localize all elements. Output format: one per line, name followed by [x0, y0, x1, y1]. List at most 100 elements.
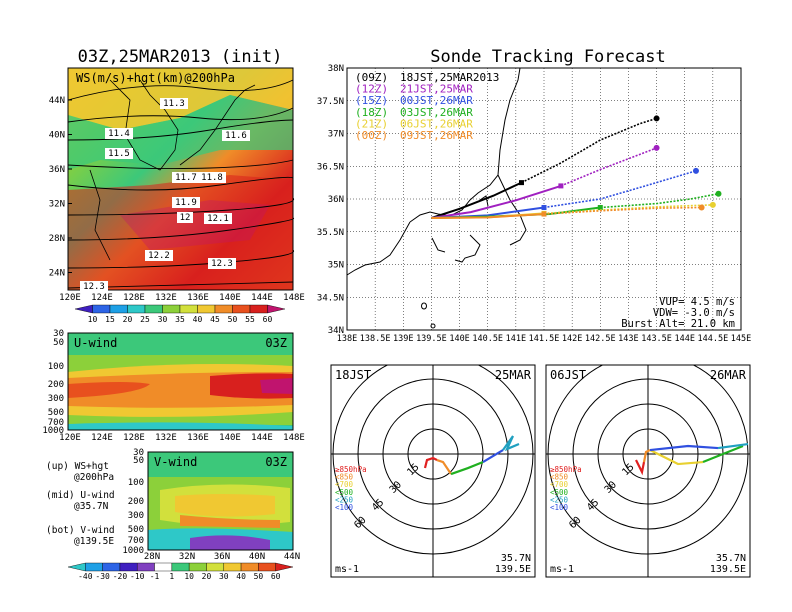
- hodo-trace: [702, 445, 744, 464]
- contour-label: 11.6: [225, 131, 247, 141]
- u-lon-tick: 136E: [187, 433, 209, 443]
- contour-label-bg: [160, 98, 188, 109]
- ws-colorbar-swatch: [127, 304, 146, 314]
- v-colorbar-swatch: [206, 562, 224, 572]
- u-pressure-tick: 200: [48, 380, 64, 390]
- contour-label-bg: [145, 250, 173, 261]
- ws-colorbar-swatch: [74, 304, 93, 314]
- map-lon-tick: 144.5E: [697, 334, 728, 344]
- launch-legend-jst: 03JST,26MAR: [400, 106, 473, 119]
- v-colorbar-label: 50: [254, 572, 264, 581]
- map-lon-tick: 139.5E: [416, 334, 447, 344]
- v-colorbar-label: 40: [236, 572, 246, 581]
- launch-legend-z: (21Z): [355, 117, 388, 130]
- track-line-ascent: [431, 184, 562, 219]
- ws-colorbar-label: 25: [140, 315, 150, 324]
- map-lon-tick: 138E: [337, 334, 357, 344]
- launch-legend-z: (18Z): [355, 106, 388, 119]
- map-lat-tick: 38N: [328, 64, 344, 74]
- ws-colorbar-label: 15: [105, 315, 115, 324]
- map-lat-tick: 36.5N: [317, 162, 344, 172]
- launch-legend-jst: 09JST,26MAR: [400, 129, 473, 142]
- hodo-lat: 35.7N: [501, 553, 531, 564]
- v-pressure-tick: 500: [128, 525, 144, 535]
- param-vup: VUP= 4.5 m/s: [659, 296, 735, 308]
- map-lat-tick: 36N: [328, 195, 344, 205]
- ws-colorbar-swatch: [162, 304, 181, 314]
- hodo-trace: [717, 442, 749, 450]
- ws-colorbar-swatch: [179, 304, 198, 314]
- hodo-trace: [502, 435, 520, 452]
- landing-marker: [653, 115, 660, 122]
- map-lon-tick: 143.5E: [641, 334, 672, 344]
- ws-colorbar-swatch: [109, 304, 128, 314]
- v-wind-time: 03Z: [265, 455, 287, 469]
- v-colorbar-swatch: [258, 562, 276, 572]
- contour-label: 12.2: [148, 251, 170, 261]
- v-colorbar-swatch: [85, 562, 103, 572]
- burst-marker: [558, 183, 564, 189]
- hodo-time: 18JST: [335, 368, 371, 382]
- contour-label: 12.3: [211, 259, 233, 269]
- forecast-title: Sonde Tracking Forecast: [430, 47, 665, 67]
- contour-label-bg: [204, 213, 232, 224]
- hodo-trace: [423, 456, 438, 469]
- launch-legend-jst: 21JST,25MAR: [400, 83, 473, 96]
- u-lon-tick: 132E: [155, 433, 177, 443]
- track-line-descent: [543, 206, 702, 215]
- ws-lat-tick: 24N: [49, 269, 65, 279]
- ws-colorbar-label: 40: [193, 315, 203, 324]
- contour-label: 11.5: [108, 149, 130, 159]
- contour-label: 11.8: [201, 173, 223, 183]
- contour-label: 12.1: [207, 214, 229, 224]
- hodo-legend-item: <500: [550, 488, 569, 497]
- landing-marker: [715, 190, 722, 197]
- v-colorbar-swatch: [67, 562, 86, 572]
- u-lon-tick: 140E: [219, 433, 241, 443]
- hodo-legend-item: <250: [335, 495, 354, 504]
- legend-mid2: @35.7N: [74, 501, 109, 512]
- map-lon-tick: 139E: [393, 334, 413, 344]
- ws-colorbar-label: 35: [175, 315, 185, 324]
- contour-label-bg: [172, 197, 200, 208]
- legend-bot2: @139.5E: [74, 536, 114, 547]
- ws-lon-tick: 120E: [59, 293, 81, 303]
- map-lon-tick: 144E: [674, 334, 694, 344]
- v-colorbar-swatch: [102, 562, 121, 572]
- hodo-trace: [642, 449, 651, 463]
- u-lon-tick: 128E: [123, 433, 145, 443]
- hodo-legend-item: <100: [335, 503, 354, 512]
- v-colorbar-swatch: [275, 562, 294, 572]
- hodo-lat: 35.7N: [716, 553, 746, 564]
- v-lat-tick: 36N: [214, 552, 230, 562]
- ws-lon-tick: 132E: [155, 293, 177, 303]
- launch-legend-z: (09Z): [355, 71, 388, 84]
- map-lon-tick: 140E: [449, 334, 469, 344]
- hodo-date: 25MAR: [495, 368, 532, 382]
- hodo-time: 06JST: [550, 368, 586, 382]
- ws-lat-tick: 40N: [49, 131, 65, 141]
- track-line-ascent: [431, 213, 545, 219]
- v-lat-tick: 32N: [179, 552, 195, 562]
- v-colorbar-label: 1: [169, 572, 174, 581]
- track-line-ascent: [431, 181, 522, 219]
- u-pressure-tick: 50: [53, 338, 64, 348]
- map-lon-tick: 141.5E: [529, 334, 560, 344]
- landing-marker: [653, 144, 660, 151]
- v-colorbar-label: 10: [184, 572, 194, 581]
- hodo-trace: [649, 444, 719, 452]
- v-lat-tick: 40N: [249, 552, 265, 562]
- hodo-legend-item: <500: [335, 488, 354, 497]
- v-colorbar-swatch: [171, 562, 190, 572]
- ws-lon-tick: 136E: [187, 293, 209, 303]
- ws-lat-tick: 32N: [49, 200, 65, 210]
- hodo-trace: [450, 461, 484, 476]
- ws-panel: WS(m/s)+hgt(km)@200hPa 11.3 11.4 11.5 11.6 1…: [49, 67, 305, 324]
- ws-colorbar-label: 55: [245, 315, 255, 324]
- u-lon-tick: 144E: [251, 433, 273, 443]
- contour-label-bg: [198, 172, 226, 183]
- hodo-unit: ms-1: [335, 564, 359, 575]
- ws-lon-tick: 128E: [123, 293, 145, 303]
